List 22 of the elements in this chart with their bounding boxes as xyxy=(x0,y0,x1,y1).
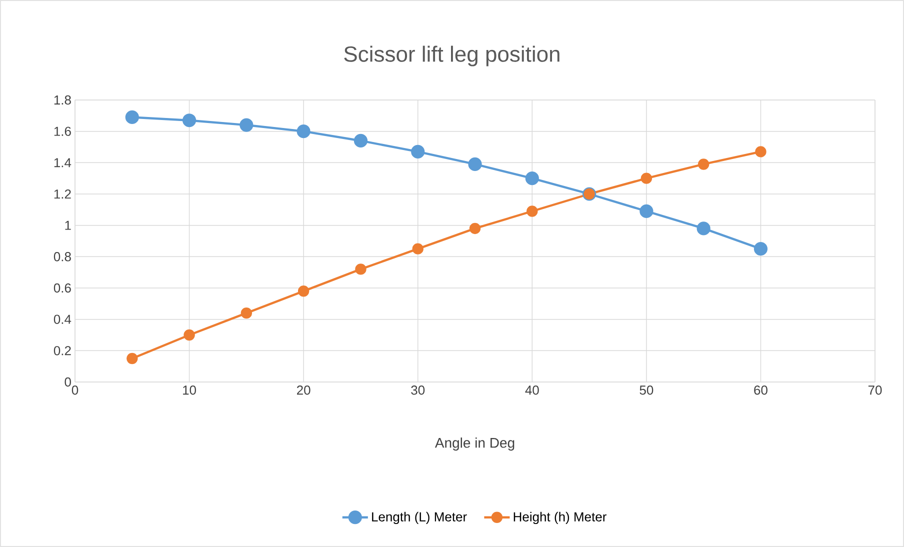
y-tick-label: 1.2 xyxy=(54,189,71,199)
x-tick-label: 70 xyxy=(868,386,882,395)
x-tick-label: 60 xyxy=(754,386,768,395)
y-tick-label: 1.8 xyxy=(54,95,71,105)
y-tick-label: 0.6 xyxy=(54,283,71,293)
x-tick-label: 40 xyxy=(525,386,539,395)
y-tick-label: 0.8 xyxy=(54,252,71,262)
y-tick-label: 0.4 xyxy=(54,314,72,324)
x-tick-label: 20 xyxy=(297,386,310,395)
x-tick-label: 0 xyxy=(72,386,78,395)
y-tick-label: 1 xyxy=(65,220,71,230)
y-tick-label: 1.6 xyxy=(54,126,71,136)
chart-title: Scissor lift leg position xyxy=(344,46,560,66)
y-tick-label: 0 xyxy=(64,377,71,387)
x-tick-label: 10 xyxy=(183,386,196,395)
x-tick-label: 30 xyxy=(411,386,425,395)
x-tick-label: 50 xyxy=(640,386,654,395)
legend-label: Height (h) Meter xyxy=(514,512,606,524)
x-axis-title: Angle in Deg xyxy=(434,438,514,451)
y-tick-label: 1.4 xyxy=(54,158,72,168)
legend-label: Length (L) Meter xyxy=(372,512,467,524)
y-tick-label: 0.2 xyxy=(54,346,71,356)
